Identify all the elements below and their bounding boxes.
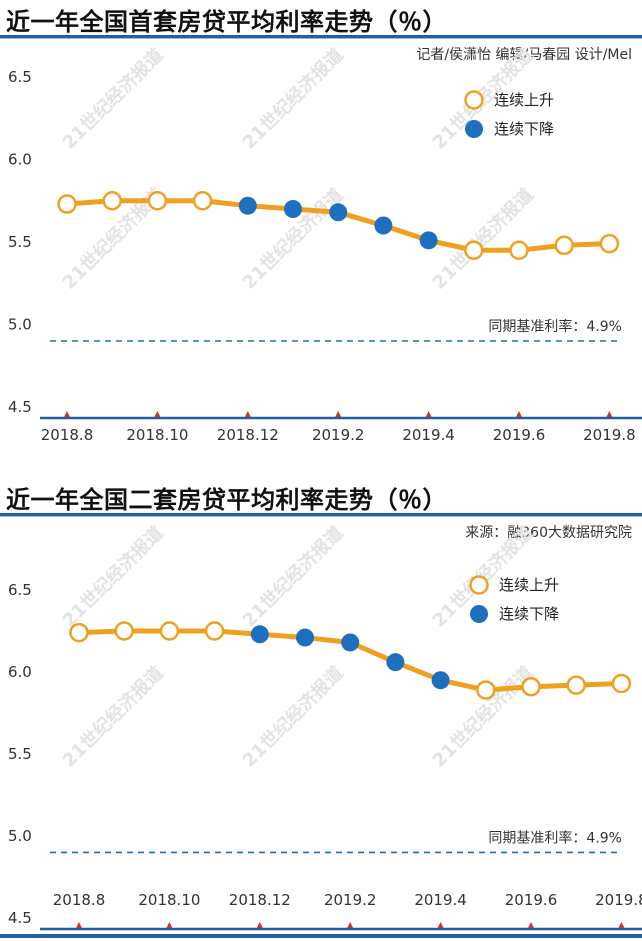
chart-source: 来源：融360大数据研究院 — [465, 525, 632, 541]
x-tick-marker — [166, 922, 173, 928]
watermark-text: 21世纪经济报道 — [428, 184, 538, 294]
data-point-rising — [476, 680, 496, 700]
x-tick-label: 2019.2 — [312, 426, 365, 444]
data-point-rising — [102, 191, 122, 211]
watermark-text: 21世纪经济报道 — [58, 44, 168, 154]
y-tick-label: 5.5 — [8, 745, 32, 763]
x-tick-marker — [437, 922, 444, 928]
chart-panel-first-home: 近一年全国首套房贷平均利率走势（％） 记者/侯潇怡 编辑/马春园 设计/Mel … — [0, 0, 642, 470]
legend-marker-rising — [464, 90, 484, 110]
data-point-falling — [341, 633, 360, 652]
data-point-rising — [114, 621, 134, 641]
data-point-falling — [250, 625, 269, 644]
legend-marker-falling — [470, 605, 488, 623]
data-point-rising — [599, 233, 620, 254]
x-tick-marker — [335, 411, 342, 417]
data-point-rising — [147, 191, 168, 211]
x-tick-label: 2018.12 — [229, 891, 291, 909]
data-point-falling — [284, 200, 302, 218]
x-tick-label: 2019.4 — [414, 891, 467, 909]
x-tick-label: 2018.10 — [126, 426, 188, 444]
data-point-falling — [431, 671, 450, 690]
y-tick-label: 5.0 — [8, 316, 32, 334]
y-tick-label: 6.0 — [8, 151, 32, 169]
data-point-rising — [509, 240, 529, 260]
title-divider — [0, 35, 642, 39]
data-point-rising — [159, 621, 180, 641]
reference-label: 同期基准利率：4.9% — [488, 318, 622, 335]
watermark-text: 21世纪经济报道 — [58, 522, 168, 632]
y-tick-label: 6.5 — [8, 68, 32, 86]
x-tick-marker — [64, 411, 70, 417]
data-point-rising — [204, 621, 225, 641]
data-point-falling — [238, 196, 257, 215]
x-tick-marker — [425, 411, 432, 417]
legend-label-rising: 连续上升 — [499, 576, 559, 594]
data-point-rising — [566, 675, 586, 695]
data-point-falling — [374, 216, 393, 235]
x-tick-marker — [244, 411, 251, 417]
legend-label-falling: 连续下降 — [499, 605, 559, 623]
x-tick-label: 2019.6 — [493, 426, 546, 444]
data-point-rising — [192, 191, 213, 211]
data-point-falling — [296, 628, 314, 647]
x-tick-marker — [76, 922, 82, 928]
x-tick-marker — [618, 922, 625, 928]
x-tick-label: 2019.2 — [324, 891, 377, 909]
x-tick-marker — [516, 411, 522, 417]
y-tick-label: 6.5 — [8, 581, 32, 599]
x-tick-marker — [154, 411, 161, 417]
y-tick-label: 5.5 — [8, 233, 32, 251]
x-tick-label: 2019.4 — [402, 426, 455, 444]
chart-panel-second-home: 近一年全国二套房贷平均利率走势（％） 来源：融360大数据研究院 21世纪经济报… — [0, 478, 642, 941]
watermark-text: 21世纪经济报道 — [58, 662, 168, 772]
data-point-falling — [329, 203, 348, 222]
x-tick-label: 2019.6 — [505, 891, 558, 909]
x-tick-label: 2018.10 — [138, 891, 200, 909]
bottom-divider — [0, 934, 642, 938]
data-point-falling — [419, 231, 438, 250]
data-point-rising — [69, 622, 89, 643]
legend-label-falling: 连续下降 — [494, 120, 554, 138]
legend-label-rising: 连续上升 — [494, 91, 554, 109]
watermark-text: 21世纪经济报道 — [238, 662, 348, 772]
data-point-rising — [611, 673, 632, 694]
x-tick-marker — [528, 922, 534, 928]
data-point-rising — [57, 194, 77, 214]
data-point-rising — [554, 235, 574, 256]
x-tick-label: 2019.8 — [595, 891, 642, 909]
watermark-text: 21世纪经济报道 — [238, 44, 348, 154]
chart-byline: 记者/侯潇怡 编辑/马春园 设计/Mel — [416, 47, 632, 63]
chart-title: 近一年全国二套房贷平均利率走势（％） — [6, 486, 447, 514]
x-tick-marker — [606, 411, 613, 417]
watermark-text: 21世纪经济报道 — [238, 522, 348, 632]
x-tick-marker — [256, 922, 263, 928]
y-tick-label: 4.5 — [8, 398, 32, 416]
legend-marker-falling — [465, 120, 483, 138]
y-tick-label: 5.0 — [8, 827, 32, 845]
data-point-falling — [386, 653, 405, 672]
y-tick-label: 6.0 — [8, 663, 32, 681]
x-tick-label: 2018.8 — [53, 891, 106, 909]
title-divider — [0, 513, 642, 517]
x-tick-label: 2018.12 — [217, 426, 279, 444]
data-point-rising — [464, 240, 484, 260]
y-tick-label: 4.5 — [8, 909, 32, 927]
x-tick-label: 2019.8 — [583, 426, 636, 444]
x-tick-label: 2018.8 — [41, 426, 94, 444]
chart-title: 近一年全国首套房贷平均利率走势（％） — [6, 8, 447, 36]
legend-marker-rising — [469, 575, 489, 595]
x-tick-marker — [347, 922, 354, 928]
reference-label: 同期基准利率：4.9% — [488, 829, 622, 846]
data-point-rising — [521, 677, 541, 697]
